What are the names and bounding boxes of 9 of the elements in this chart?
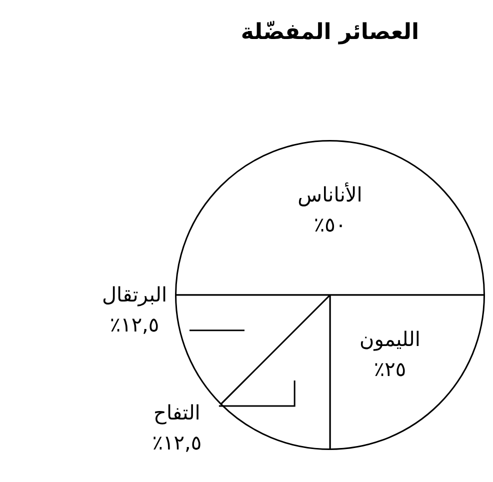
slice-label: البرتقال — [102, 282, 168, 307]
slice-label: الأناناس — [298, 181, 362, 206]
chart-title: العصائر المفضّلة — [240, 20, 420, 45]
data-label: ١٢,٥٪ — [152, 430, 202, 454]
data-label: ٢٥٪ — [374, 357, 406, 382]
data-label: ٥٠٪ — [314, 212, 346, 236]
slice-label: التفاح — [154, 400, 200, 424]
data-label: ١٢,٥٪ — [110, 312, 160, 337]
slice-label: الليمون — [360, 327, 420, 352]
